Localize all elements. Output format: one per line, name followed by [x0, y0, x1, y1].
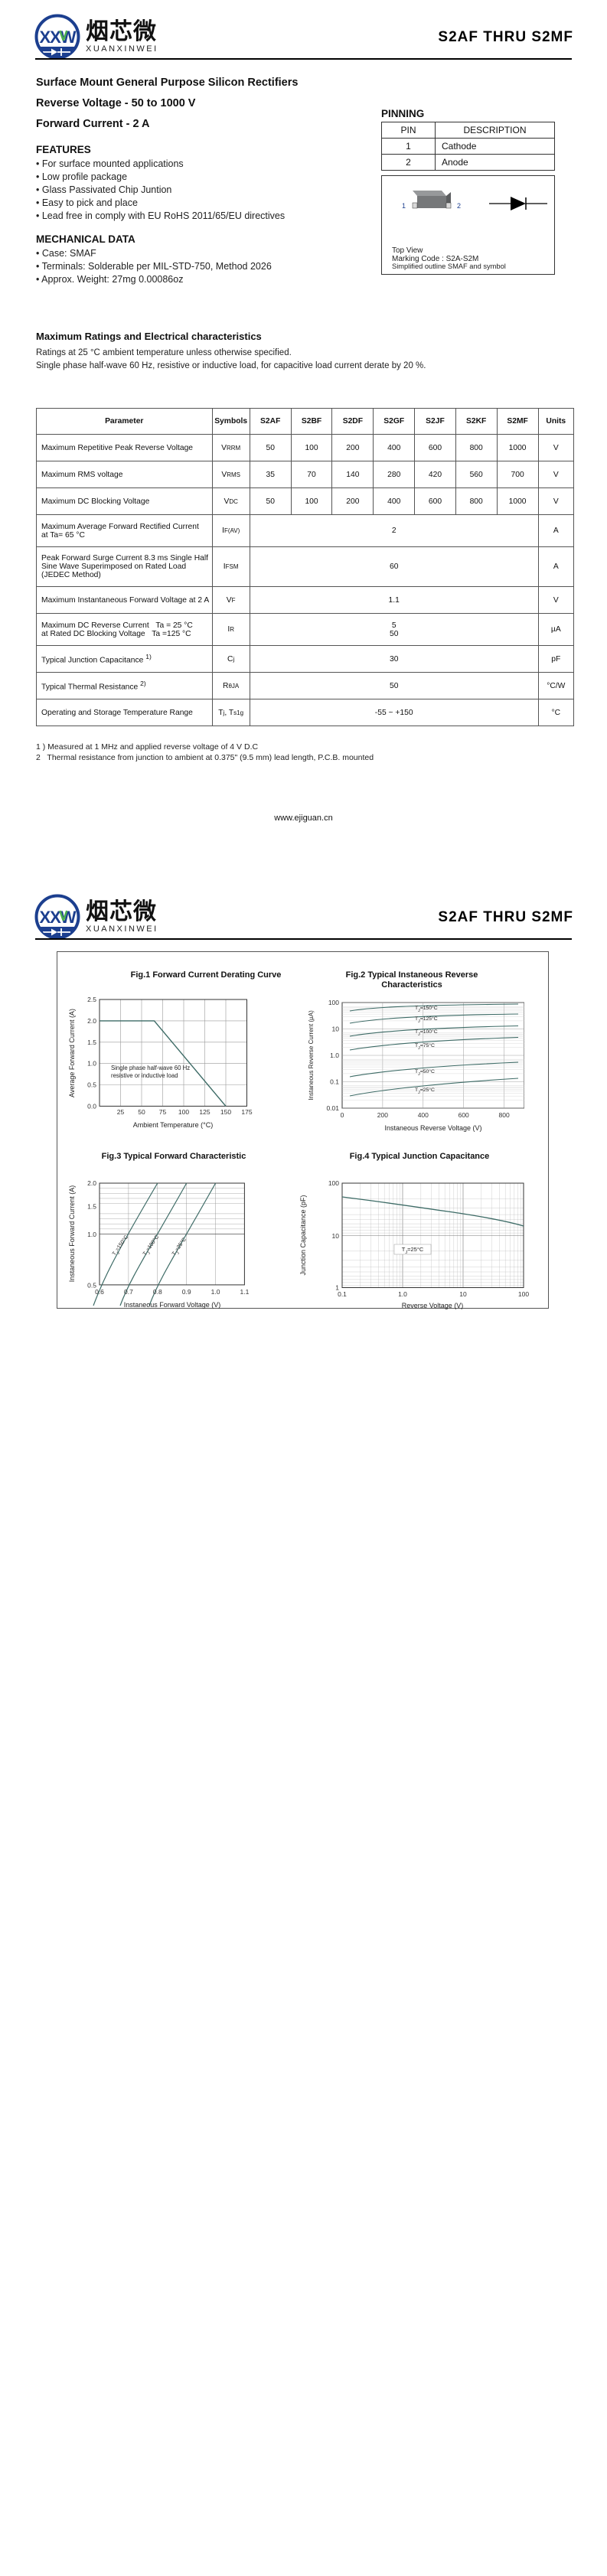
svg-text:100: 100 — [178, 1108, 189, 1116]
svg-text:TJ=25°C: TJ=25°C — [415, 1087, 435, 1095]
svg-text:XXW: XXW — [39, 28, 76, 47]
svg-text:1.0: 1.0 — [87, 1060, 96, 1068]
svg-text:0: 0 — [341, 1111, 344, 1119]
svg-text:1.1: 1.1 — [240, 1288, 249, 1296]
svg-text:75: 75 — [159, 1108, 167, 1116]
svg-text:TJ=150°C: TJ=150°C — [111, 1234, 132, 1258]
svg-text:25: 25 — [117, 1108, 125, 1116]
svg-text:TJ=100°C: TJ=100°C — [142, 1234, 162, 1258]
svg-text:2.0: 2.0 — [87, 1017, 96, 1025]
svg-text:0.7: 0.7 — [124, 1288, 133, 1296]
svg-text:Instaneous Forward Voltage (V): Instaneous Forward Voltage (V) — [124, 1301, 221, 1309]
svg-text:TJ=50°C: TJ=50°C — [415, 1068, 435, 1077]
svg-text:2.5: 2.5 — [87, 996, 96, 1003]
svg-text:50: 50 — [138, 1108, 145, 1116]
svg-text:125: 125 — [199, 1108, 210, 1116]
svg-text:100: 100 — [328, 999, 339, 1006]
svg-text:200: 200 — [377, 1111, 388, 1119]
svg-text:175: 175 — [241, 1108, 252, 1116]
svg-text:Junction Capacitance (pF): Junction Capacitance (pF) — [299, 1195, 307, 1275]
svg-text:Average Forward Current (A): Average Forward Current (A) — [68, 1009, 76, 1097]
svg-text:1.0: 1.0 — [87, 1231, 96, 1238]
svg-text:XXW: XXW — [39, 908, 76, 927]
svg-text:0.1: 0.1 — [338, 1290, 347, 1298]
svg-text:Instaneous Reverse Current (µA: Instaneous Reverse Current (µA) — [308, 1010, 315, 1101]
svg-text:100: 100 — [518, 1290, 529, 1298]
svg-text:1.5: 1.5 — [87, 1203, 96, 1211]
svg-text:1.0: 1.0 — [398, 1290, 407, 1298]
svg-text:150: 150 — [220, 1108, 231, 1116]
svg-text:100: 100 — [328, 1179, 339, 1187]
svg-text:2.0: 2.0 — [87, 1179, 96, 1187]
svg-text:TJ=75°C: TJ=75°C — [415, 1042, 435, 1051]
svg-text:1.5: 1.5 — [87, 1039, 96, 1046]
svg-text:Single phase half-wave 60 Hz: Single phase half-wave 60 Hz — [111, 1065, 190, 1071]
svg-text:10: 10 — [459, 1290, 467, 1298]
svg-text:1.0: 1.0 — [330, 1052, 339, 1059]
svg-text:Instaneous Reverse Voltage (V): Instaneous Reverse Voltage (V) — [384, 1124, 481, 1132]
svg-text:1.0: 1.0 — [211, 1288, 220, 1296]
svg-text:600: 600 — [459, 1111, 469, 1119]
svg-text:0.5: 0.5 — [87, 1081, 96, 1089]
svg-text:10: 10 — [332, 1026, 340, 1033]
svg-text:10: 10 — [332, 1232, 340, 1240]
svg-text:0.9: 0.9 — [182, 1288, 191, 1296]
svg-text:resistive or inductive load: resistive or inductive load — [111, 1072, 178, 1079]
svg-text:0.8: 0.8 — [153, 1288, 162, 1296]
svg-text:Ambient Temperature (°C): Ambient Temperature (°C) — [133, 1121, 213, 1129]
svg-text:2: 2 — [457, 202, 461, 210]
svg-text:400: 400 — [418, 1111, 429, 1119]
svg-text:800: 800 — [499, 1111, 510, 1119]
svg-text:0.0: 0.0 — [87, 1102, 96, 1110]
svg-text:Instaneous Forward Current (A): Instaneous Forward Current (A) — [68, 1185, 76, 1283]
svg-text:1: 1 — [402, 202, 406, 210]
svg-text:0.1: 0.1 — [330, 1078, 339, 1086]
svg-text:0.6: 0.6 — [95, 1288, 104, 1296]
svg-text:Reverse Voltage (V): Reverse Voltage (V) — [402, 1302, 464, 1309]
svg-text:0.01: 0.01 — [326, 1104, 339, 1112]
